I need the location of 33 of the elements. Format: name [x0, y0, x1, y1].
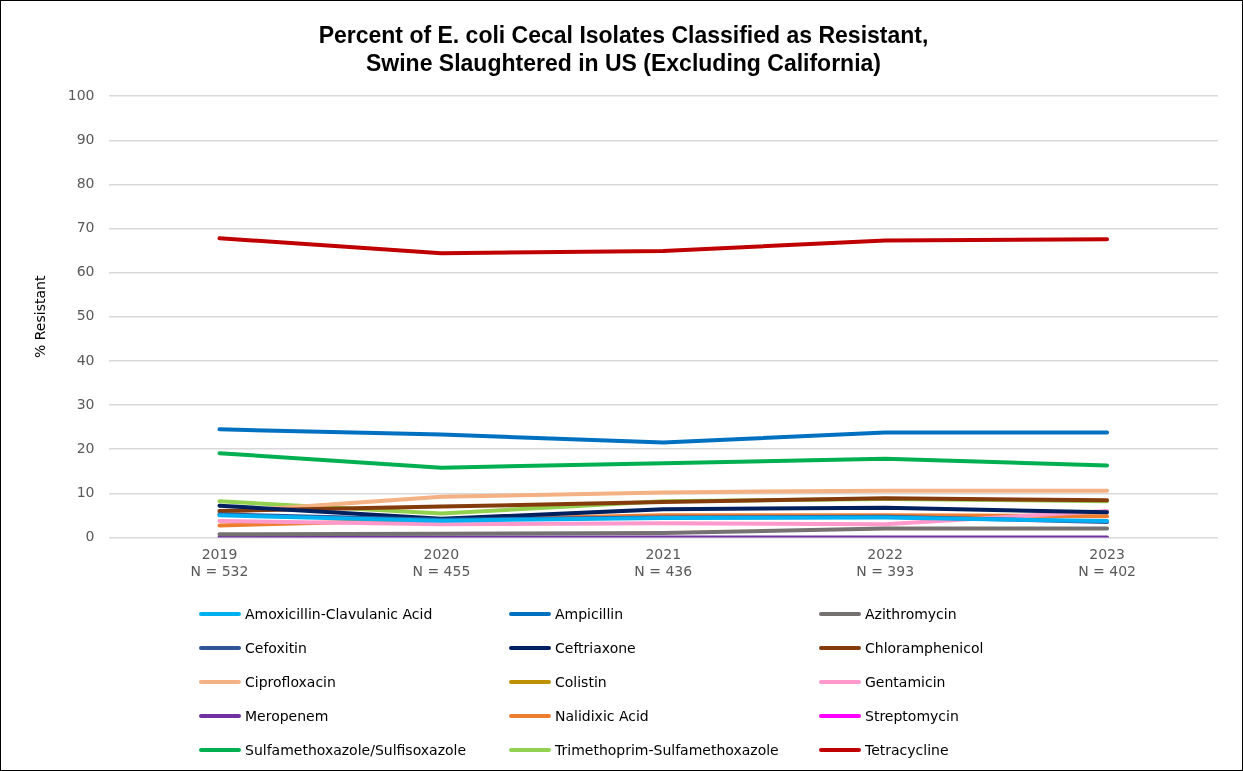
legend-label: Tetracycline — [865, 741, 949, 758]
y-tick-label: 70 — [76, 219, 95, 236]
legend-label: Nalidixic Acid — [555, 707, 649, 724]
x-tick-label: 2022 N = 393 — [856, 546, 915, 580]
y-tick-label: 10 — [76, 483, 95, 500]
y-tick-label: 20 — [76, 439, 95, 456]
y-tick-label: 60 — [76, 263, 95, 280]
x-tick-label: 2021 N = 436 — [634, 546, 693, 580]
x-tick-label: 2019 N = 532 — [190, 546, 249, 580]
legend-label: Cefoxitin — [245, 639, 307, 656]
legend-label: Gentamicin — [865, 673, 946, 690]
legend-label: Sulfamethoxazole/Sulfisoxazole — [245, 741, 467, 758]
legend-label: Colistin — [555, 673, 607, 690]
legend-label: Ciprofloxacin — [245, 673, 336, 690]
chart-title: Percent of E. coli Cecal Isolates Classified as Resistant, Swine Slaughtered in US (Excluding California) — [318, 22, 929, 76]
legend-label: Trimethoprim-Sulfamethoxazole — [555, 741, 779, 758]
x-tick-label: 2023 N = 402 — [1078, 546, 1136, 580]
y-tick-label: 80 — [76, 175, 95, 192]
legend-label: Meropenem — [245, 707, 329, 724]
legend-label: Streptomycin — [865, 707, 959, 724]
legend-label: Azithromycin — [865, 605, 957, 622]
y-tick-label: 40 — [76, 351, 95, 368]
legend-label: Ampicillin — [555, 605, 624, 622]
y-tick-label: 100 — [67, 86, 95, 103]
legend-label: Chloramphenicol — [865, 639, 984, 656]
y-tick-label: 0 — [85, 528, 95, 545]
legend-label: Ceftriaxone — [555, 639, 636, 656]
y-tick-label: 90 — [76, 130, 95, 147]
y-tick-label: 50 — [76, 307, 95, 324]
y-axis-title: % Resistant — [32, 275, 49, 358]
y-tick-label: 30 — [76, 395, 95, 412]
x-tick-label: 2020 N = 455 — [412, 546, 471, 580]
legend-label: Amoxicillin-Clavulanic Acid — [245, 605, 433, 622]
